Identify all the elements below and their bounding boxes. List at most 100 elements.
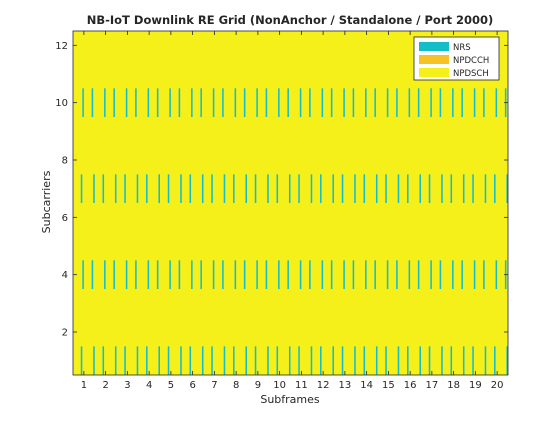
nrs-resource-element	[200, 260, 202, 289]
nrs-resource-element	[494, 346, 496, 375]
nrs-resource-element	[267, 174, 269, 203]
nrs-resource-element	[256, 88, 258, 117]
nrs-resource-element	[396, 260, 398, 289]
nrs-resource-element	[169, 260, 171, 289]
nrs-resource-element	[158, 174, 160, 203]
nrs-resource-element	[135, 88, 137, 117]
nrs-resource-element	[254, 346, 257, 375]
x-tick-label: 15	[382, 380, 395, 391]
nrs-resource-element	[245, 346, 247, 375]
y-axis-ticks: 2 4 6 8 10 12	[55, 41, 508, 339]
nrs-resource-element	[125, 88, 128, 117]
nrs-resource-element	[386, 260, 389, 289]
nrs-resource-element	[321, 88, 324, 117]
nrs-resource-element	[299, 88, 302, 117]
legend-swatch-nrs	[419, 42, 449, 51]
nrs-resource-element	[310, 174, 313, 203]
nrs-resource-element	[495, 260, 498, 289]
nrs-resource-element	[396, 88, 398, 117]
nrs-resource-element	[407, 346, 409, 375]
y-tick-label: 12	[55, 41, 68, 52]
nrs-resource-element	[93, 346, 95, 375]
nrs-resource-element	[265, 260, 268, 289]
nrs-resource-element	[417, 88, 420, 117]
nrs-resource-element	[430, 260, 432, 289]
x-tick-label: 7	[211, 380, 217, 391]
nrs-resource-element	[452, 88, 454, 117]
nrs-resource-element	[167, 346, 170, 375]
nrs-resource-element	[278, 88, 280, 117]
x-tick-label: 10	[273, 380, 286, 391]
nrs-resource-element	[233, 174, 235, 203]
nrs-resource-element	[365, 88, 367, 117]
nrs-resource-element	[80, 346, 83, 375]
nrs-resource-element	[136, 346, 139, 375]
nrs-resource-element	[484, 346, 487, 375]
nrs-resource-element	[330, 260, 333, 289]
nrs-resource-element	[385, 346, 387, 375]
nrs-resource-element	[82, 260, 84, 289]
x-tick-label: 16	[404, 380, 417, 391]
nrs-resource-element	[91, 260, 94, 289]
nrs-resource-element	[104, 88, 106, 117]
y-tick-label: 8	[62, 156, 68, 167]
nrs-resource-element	[374, 260, 376, 289]
nrs-resource-element	[363, 346, 366, 375]
nrs-resource-element	[365, 260, 367, 289]
nrs-resource-element	[200, 88, 202, 117]
legend-label-npdcch: NPDCCH	[453, 56, 489, 66]
nrs-resource-element	[341, 174, 344, 203]
y-axis-label: Subcarriers	[40, 170, 53, 233]
nrs-resource-element	[484, 174, 487, 203]
nrs-resource-element	[354, 346, 356, 375]
nrs-resource-element	[256, 260, 258, 289]
nrs-resource-element	[441, 346, 443, 375]
nrs-resource-element	[233, 346, 235, 375]
nrs-resource-element	[462, 346, 465, 375]
nrs-resource-element	[156, 88, 159, 117]
x-tick-label: 6	[189, 380, 195, 391]
nrs-resource-element	[419, 174, 421, 203]
nrs-resource-element	[180, 346, 182, 375]
x-tick-label: 4	[146, 380, 152, 391]
nrs-resource-element	[124, 346, 126, 375]
nrs-resource-element	[321, 260, 324, 289]
nrs-resource-element	[288, 346, 291, 375]
nrs-resource-element	[136, 174, 139, 203]
nrs-resource-element	[441, 174, 443, 203]
nrs-resource-element	[189, 174, 192, 203]
nrs-resource-element	[178, 88, 181, 117]
nrs-resource-element	[243, 260, 246, 289]
nrs-resource-element	[223, 174, 226, 203]
nrs-resource-element	[461, 260, 463, 289]
x-tick-label: 19	[469, 380, 482, 391]
nrs-resource-element	[212, 260, 215, 289]
x-tick-label: 12	[317, 380, 330, 391]
nrs-resource-element	[386, 88, 389, 117]
nrs-resource-element	[428, 174, 431, 203]
nrs-resource-element	[310, 346, 313, 375]
nrs-resource-element	[287, 260, 289, 289]
nrs-resource-element	[223, 346, 226, 375]
nrs-resource-element	[125, 260, 128, 289]
nrs-resource-element	[483, 260, 485, 289]
nrs-resource-element	[452, 260, 454, 289]
nrs-resource-element	[146, 346, 148, 375]
legend-swatch-npdcch	[419, 55, 449, 64]
nrs-resource-element	[332, 174, 334, 203]
x-tick-label: 14	[360, 380, 373, 391]
nrs-resource-element	[102, 174, 105, 203]
nrs-resource-element	[180, 174, 182, 203]
nrs-resource-element	[343, 88, 345, 117]
nrs-resource-element	[439, 88, 442, 117]
nrs-resource-element	[234, 260, 237, 289]
x-axis-label: Subframes	[260, 393, 320, 406]
nrs-resource-element	[254, 174, 257, 203]
nrs-resource-element	[201, 346, 204, 375]
nrs-resource-element	[332, 346, 334, 375]
nrs-resource-element	[473, 260, 476, 289]
nrs-resource-element	[450, 346, 453, 375]
nrs-resource-element	[495, 88, 498, 117]
nrs-resource-element	[461, 88, 463, 117]
